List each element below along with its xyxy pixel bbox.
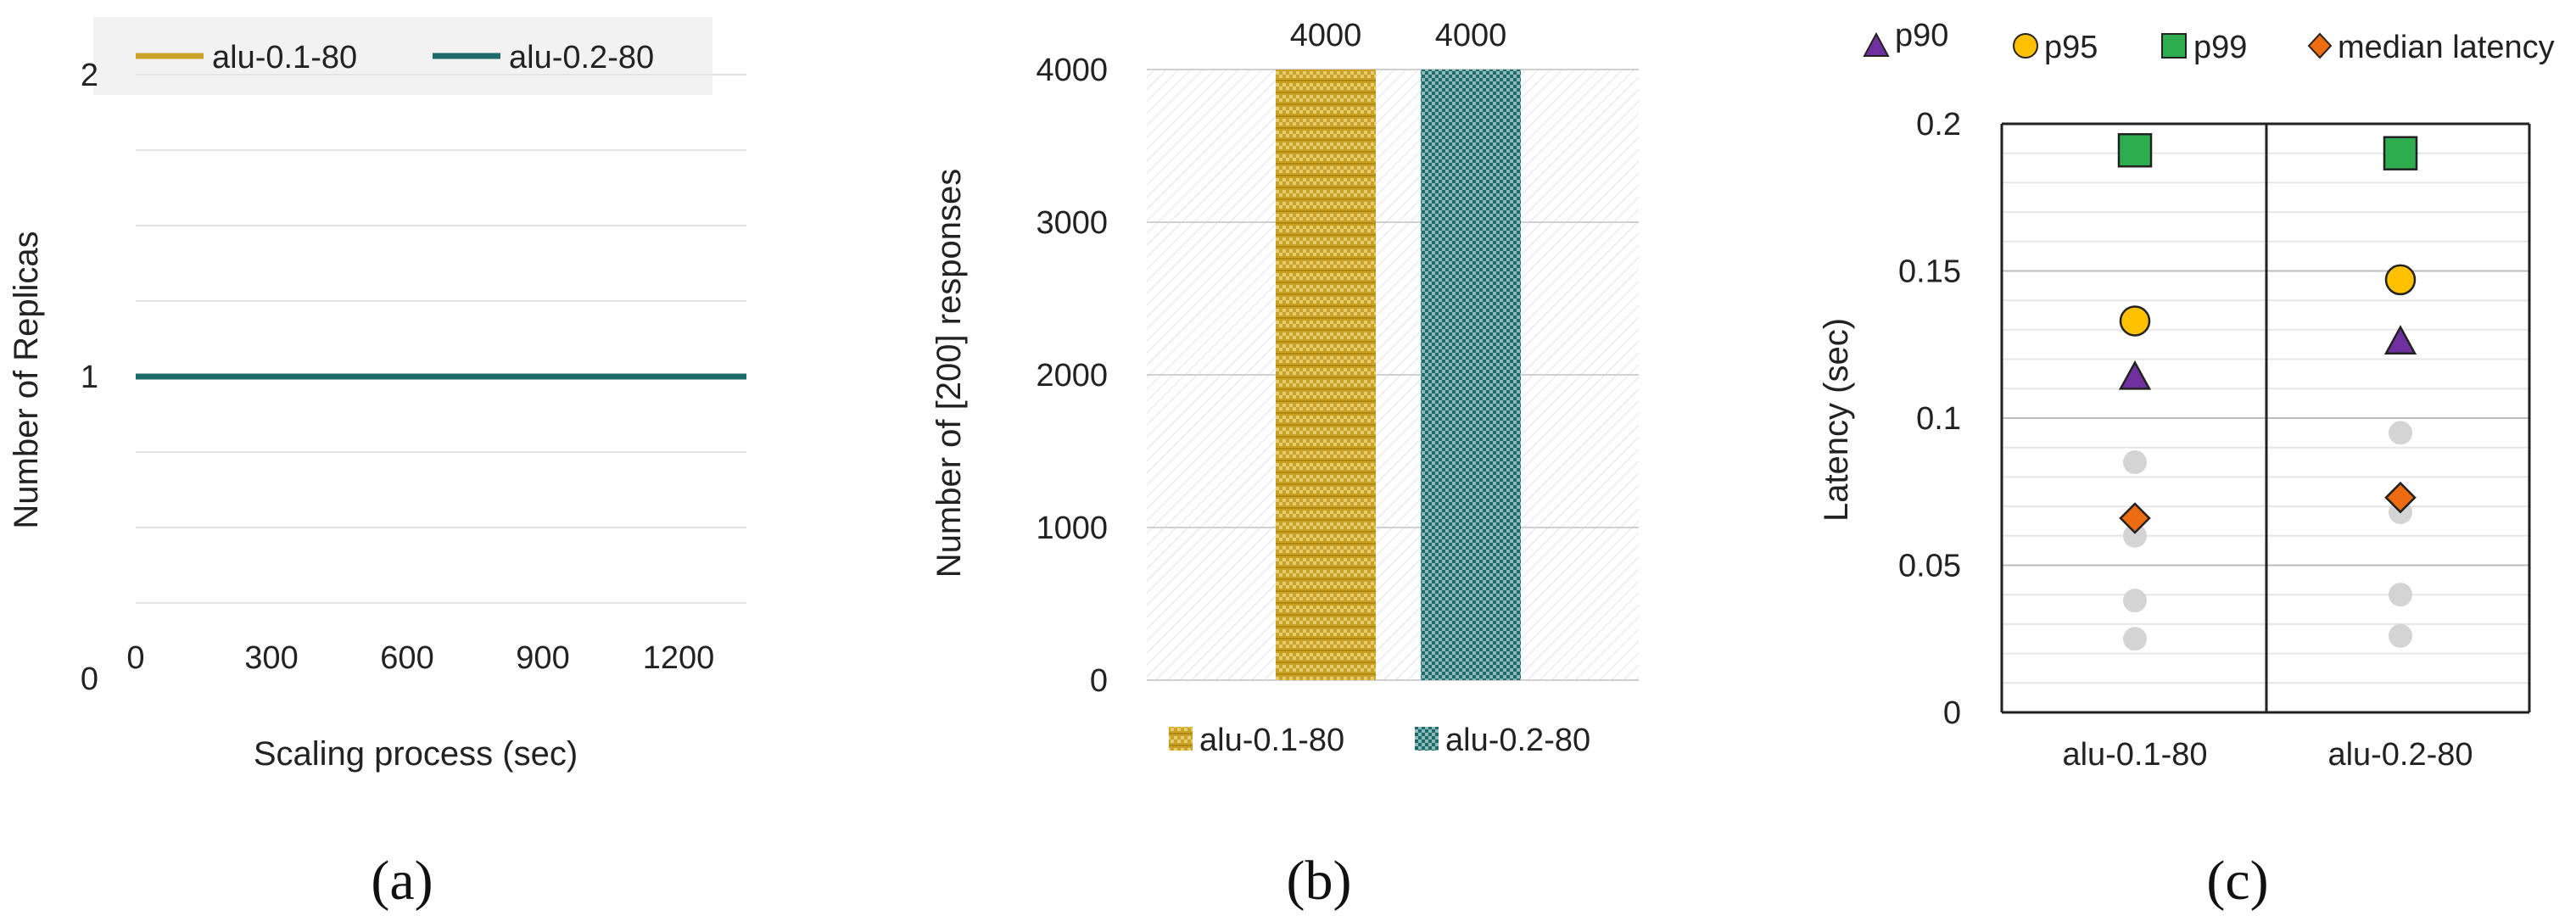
legend-label-p99: p99 xyxy=(2193,30,2247,65)
legend-label-alu-0.1-80: alu-0.1-80 xyxy=(212,40,357,75)
x-tick-label-a: 0 xyxy=(126,640,144,676)
x-tick-label-c: alu-0.1-80 xyxy=(2062,737,2207,773)
x-tick-label-a: 1200 xyxy=(643,640,715,676)
marker-median-latency xyxy=(2119,502,2151,534)
y-tick-label-c: 0.15 xyxy=(1898,254,1961,290)
x-tick-label-a: 300 xyxy=(244,640,298,676)
y-axis-label-a: Number of Replicas xyxy=(8,231,45,528)
latency-point-gray xyxy=(2389,623,2412,648)
marker-median-latency xyxy=(2384,481,2417,514)
y-tick-label-c: 0.05 xyxy=(1898,549,1961,584)
y-axis-label-b: Number of [200] responses xyxy=(930,169,968,578)
latency-point-gray xyxy=(2123,627,2147,651)
legend-label-b-alu-0.2-80: alu-0.2-80 xyxy=(1445,723,1590,758)
y-tick-label-c: 0 xyxy=(1943,695,1961,731)
latency-point-gray xyxy=(2123,450,2147,475)
latency-point-gray xyxy=(2389,583,2412,607)
y-tick-label-b: 4000 xyxy=(1036,53,1108,88)
legend-label-median-latency: median latency xyxy=(2338,30,2555,65)
legend-p99-marker xyxy=(2161,33,2187,59)
marker-p95 xyxy=(2119,305,2151,337)
latency-point-gray xyxy=(2123,589,2147,613)
y-tick-label-b: 0 xyxy=(1090,663,1108,699)
y-tick-label-b: 1000 xyxy=(1036,511,1108,546)
data-label-alu-0.1-80: 4000 xyxy=(1290,18,1362,53)
legend-label-p95: p95 xyxy=(2044,30,2098,65)
data-label-alu-0.2-80: 4000 xyxy=(1435,18,1507,53)
panel-label-b: (b) xyxy=(1287,850,1352,912)
y-tick-label-c: 0.2 xyxy=(1916,107,1961,142)
legend-median-marker xyxy=(2307,32,2333,59)
panel-b: 4000 4000 0 1000 2000 3000 4000 Number of [20… xyxy=(930,18,1639,758)
bar-alu-0.2-80 xyxy=(1421,70,1521,680)
panel-c: p90 p95 p99 median latency 0 0.05 0.1 0.15 0… xyxy=(1818,18,2555,773)
legend-label-alu-0.2-80: alu-0.2-80 xyxy=(509,40,654,75)
legend-swatch-b-alu-0.2-80 xyxy=(1415,727,1439,751)
legend-p90-marker xyxy=(1863,31,1890,57)
legend-swatch-b-alu-0.1-80 xyxy=(1169,727,1193,751)
bar-alu-0.1-80 xyxy=(1276,70,1376,680)
latency-point-gray xyxy=(2389,421,2412,445)
x-tick-label-a: 600 xyxy=(380,640,433,676)
legend-c: p90 p95 p99 median latency xyxy=(1863,18,2555,65)
y-tick-label-a: 1 xyxy=(81,360,98,395)
y-axis-label-c: Latency (sec) xyxy=(1818,318,1855,522)
y-tick-label-b: 3000 xyxy=(1036,205,1108,241)
panel-label-a: (a) xyxy=(371,850,433,912)
y-tick-label-a: 2 xyxy=(81,58,98,93)
marker-p99 xyxy=(2117,132,2153,168)
marker-p99 xyxy=(2383,136,2418,170)
marker-p95 xyxy=(2384,264,2417,296)
legend-p95-marker xyxy=(2013,33,2038,59)
x-tick-label-a: 900 xyxy=(516,640,569,676)
marker-p90 xyxy=(2383,325,2417,355)
marker-p90 xyxy=(2118,360,2152,390)
y-tick-label-b: 2000 xyxy=(1036,358,1108,394)
x-tick-label-c: alu-0.2-80 xyxy=(2327,737,2473,773)
panel-label-c: (c) xyxy=(2206,850,2268,912)
legend-label-b-alu-0.1-80: alu-0.1-80 xyxy=(1199,723,1344,758)
y-tick-label-a: 0 xyxy=(81,661,98,697)
x-axis-label-a: Scaling process (sec) xyxy=(254,735,578,773)
latency-point-gray xyxy=(2123,523,2147,548)
y-tick-label-c: 0.1 xyxy=(1916,401,1961,437)
legend-label-p90: p90 xyxy=(1895,18,1948,53)
